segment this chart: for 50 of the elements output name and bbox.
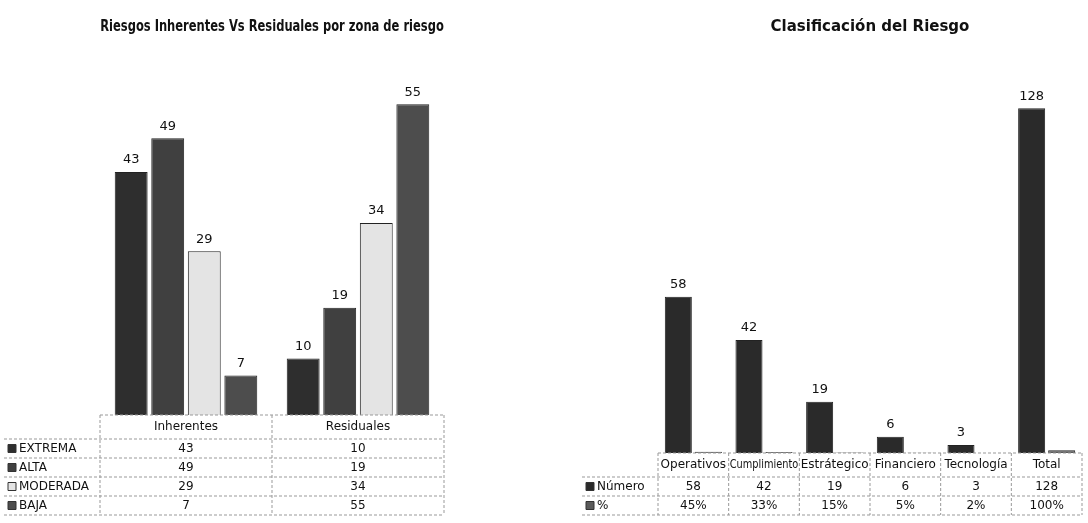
data-label: 45% <box>680 497 707 512</box>
legend-label: % <box>597 497 609 512</box>
data-label: 42 <box>756 478 772 493</box>
legend-label: ALTA <box>19 459 48 474</box>
data-label: 3 <box>972 478 980 493</box>
x-tick-label: Residuales <box>325 419 391 434</box>
data-label: 6 <box>901 478 910 493</box>
data-label: 2% <box>966 497 986 512</box>
chart-title: Clasificación del Riesgo <box>770 16 970 35</box>
data-label: 33% <box>750 497 778 512</box>
data-label: 128 <box>1035 478 1059 493</box>
x-tick-label: Inherentes <box>153 419 219 434</box>
annotation: 10 <box>294 337 312 353</box>
legend-label: EXTREMA <box>19 440 78 455</box>
annotation: 19 <box>811 381 828 397</box>
x-tick-label: Operativos <box>660 457 727 472</box>
annotation: 34 <box>368 202 385 218</box>
data-label: 49 <box>178 459 194 474</box>
x-tick-label: Financiero <box>874 457 936 472</box>
annotation: 42 <box>740 319 758 335</box>
annotation: 128 <box>1019 87 1045 103</box>
x-tick-label: Cumplimiento <box>729 457 799 472</box>
annotation: 29 <box>196 230 213 246</box>
text: 55 <box>404 83 422 99</box>
data-label: 19 <box>827 478 843 493</box>
data-label: 5% <box>895 497 915 512</box>
data-label: 19 <box>350 459 366 474</box>
data-label: 7 <box>182 497 190 512</box>
data-label: 100% <box>1029 497 1064 512</box>
annotation: 6 <box>886 416 895 432</box>
data-label: 10 <box>350 440 366 455</box>
data-label: 55 <box>350 497 366 512</box>
x-tick-label: Total <box>1031 457 1061 472</box>
legend-label: Número <box>597 478 645 493</box>
legend-label: MODERADA <box>19 478 90 493</box>
x-tick-label: Tecnología <box>943 457 1008 472</box>
data-label: 34 <box>350 478 366 493</box>
data-label: 58 <box>685 478 701 493</box>
annotation: 3 <box>956 424 966 440</box>
data-label: 43 <box>178 440 194 455</box>
chart-title: Riesgos Inherentes Vs Residuales por zona de riesgo <box>100 17 444 35</box>
annotation: 49 <box>159 117 176 133</box>
data-label: 29 <box>178 478 194 493</box>
data-label: 15% <box>821 497 848 512</box>
annotation: 7 <box>236 354 245 370</box>
annotation: 43 <box>122 151 140 167</box>
annotation: 58 <box>670 276 687 292</box>
legend-label: BAJA <box>19 497 48 512</box>
x-tick-label: Estrátegico <box>800 457 869 472</box>
annotation: 19 <box>331 287 348 303</box>
